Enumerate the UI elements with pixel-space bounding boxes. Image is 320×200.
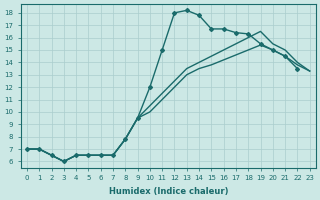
X-axis label: Humidex (Indice chaleur): Humidex (Indice chaleur) [108, 187, 228, 196]
